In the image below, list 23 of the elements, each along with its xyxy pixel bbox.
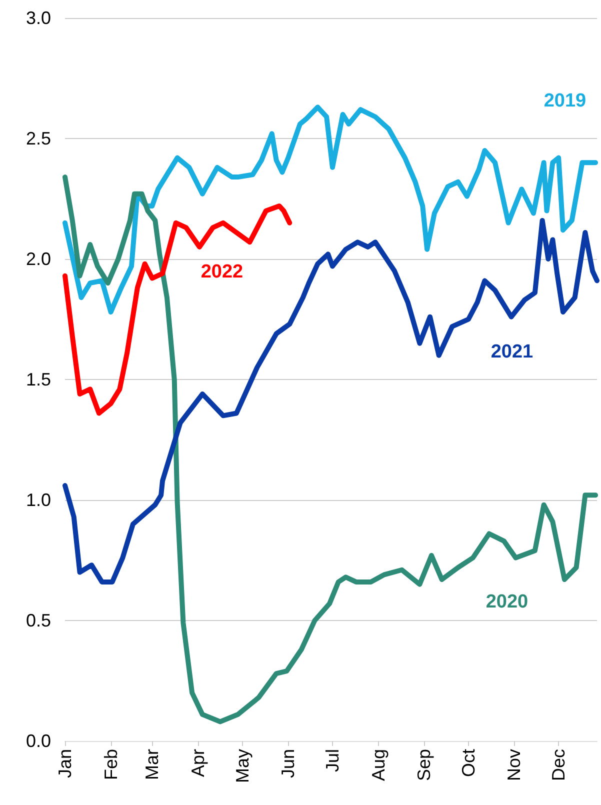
- x-tick-label: Jan: [55, 749, 75, 778]
- text: 2019: [544, 90, 586, 112]
- x-tick-label: Jun: [278, 749, 298, 778]
- x-tick-label: Dec: [548, 749, 569, 782]
- x-tick-label: May: [232, 749, 252, 784]
- x-tick-label: Apr: [188, 749, 208, 778]
- x-tick-label: Nov: [504, 749, 524, 782]
- y-tick-label: 1.5: [26, 370, 51, 390]
- y-tick-label: 1.0: [26, 490, 51, 510]
- y-tick-label: 3.0: [26, 8, 51, 28]
- series-label: 2022: [200, 262, 244, 282]
- y-tick-label: 2.5: [26, 128, 51, 148]
- x-tick-label: Feb: [100, 749, 121, 780]
- x-tick-label: Oct: [458, 749, 478, 778]
- x-tick-label: Jul: [322, 749, 342, 772]
- x-tick-label: Sep: [414, 749, 434, 782]
- x-tick-label: Mar: [142, 748, 162, 780]
- y-tick-label: 0.5: [26, 610, 51, 630]
- x-tick-label: Aug: [368, 749, 388, 782]
- series-label: 2020: [486, 592, 528, 612]
- y-tick-label: 2.0: [26, 249, 51, 269]
- series-label: 2021: [490, 342, 534, 362]
- y-tick-label: 0.0: [26, 731, 51, 751]
